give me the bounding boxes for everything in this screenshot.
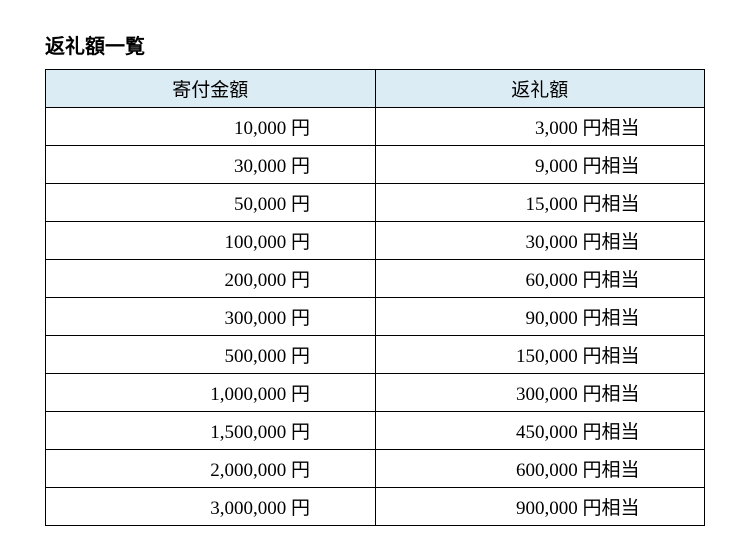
donation-amount-cell: 30,000 円 xyxy=(46,146,376,184)
cell-value: 1,000,000 円 xyxy=(111,379,311,406)
cell-value: 150,000 円相当 xyxy=(440,341,640,368)
gift-amount-cell: 9,000 円相当 xyxy=(375,146,705,184)
gift-amount-cell: 900,000 円相当 xyxy=(375,488,705,526)
table-body: 10,000 円 3,000 円相当 30,000 円 9,000 円相当 50,000… xyxy=(46,108,705,526)
cell-value: 3,000 円相当 xyxy=(440,113,640,140)
gift-amount-table: 寄付金額 返礼額 10,000 円 3,000 円相当 30,000 円 9,000 … xyxy=(45,69,705,526)
table-row: 30,000 円 9,000 円相当 xyxy=(46,146,705,184)
donation-amount-cell: 1,000,000 円 xyxy=(46,374,376,412)
cell-value: 100,000 円 xyxy=(111,227,311,254)
table-row: 1,000,000 円 300,000 円相当 xyxy=(46,374,705,412)
gift-amount-cell: 600,000 円相当 xyxy=(375,450,705,488)
table-row: 500,000 円 150,000 円相当 xyxy=(46,336,705,374)
table-header-row: 寄付金額 返礼額 xyxy=(46,70,705,108)
donation-amount-cell: 3,000,000 円 xyxy=(46,488,376,526)
donation-amount-cell: 300,000 円 xyxy=(46,298,376,336)
gift-amount-cell: 3,000 円相当 xyxy=(375,108,705,146)
cell-value: 50,000 円 xyxy=(111,189,311,216)
donation-amount-cell: 50,000 円 xyxy=(46,184,376,222)
donation-amount-cell: 1,500,000 円 xyxy=(46,412,376,450)
cell-value: 600,000 円相当 xyxy=(440,455,640,482)
cell-value: 300,000 円相当 xyxy=(440,379,640,406)
cell-value: 30,000 円 xyxy=(111,151,311,178)
cell-value: 60,000 円相当 xyxy=(440,265,640,292)
cell-value: 3,000,000 円 xyxy=(111,493,311,520)
cell-value: 90,000 円相当 xyxy=(440,303,640,330)
donation-amount-cell: 100,000 円 xyxy=(46,222,376,260)
cell-value: 300,000 円 xyxy=(111,303,311,330)
table-row: 100,000 円 30,000 円相当 xyxy=(46,222,705,260)
gift-amount-cell: 60,000 円相当 xyxy=(375,260,705,298)
gift-amount-cell: 450,000 円相当 xyxy=(375,412,705,450)
table-row: 300,000 円 90,000 円相当 xyxy=(46,298,705,336)
cell-value: 500,000 円 xyxy=(111,341,311,368)
gift-amount-cell: 30,000 円相当 xyxy=(375,222,705,260)
table-row: 200,000 円 60,000 円相当 xyxy=(46,260,705,298)
table-row: 3,000,000 円 900,000 円相当 xyxy=(46,488,705,526)
cell-value: 1,500,000 円 xyxy=(111,417,311,444)
gift-amount-cell: 90,000 円相当 xyxy=(375,298,705,336)
cell-value: 900,000 円相当 xyxy=(440,493,640,520)
gift-amount-cell: 150,000 円相当 xyxy=(375,336,705,374)
donation-amount-cell: 10,000 円 xyxy=(46,108,376,146)
cell-value: 200,000 円 xyxy=(111,265,311,292)
table-row: 1,500,000 円 450,000 円相当 xyxy=(46,412,705,450)
cell-value: 450,000 円相当 xyxy=(440,417,640,444)
column-header-donation: 寄付金額 xyxy=(46,70,376,108)
table-row: 2,000,000 円 600,000 円相当 xyxy=(46,450,705,488)
gift-amount-cell: 15,000 円相当 xyxy=(375,184,705,222)
table-row: 10,000 円 3,000 円相当 xyxy=(46,108,705,146)
cell-value: 9,000 円相当 xyxy=(440,151,640,178)
cell-value: 10,000 円 xyxy=(111,113,311,140)
column-header-gift: 返礼額 xyxy=(375,70,705,108)
donation-amount-cell: 2,000,000 円 xyxy=(46,450,376,488)
donation-amount-cell: 200,000 円 xyxy=(46,260,376,298)
donation-amount-cell: 500,000 円 xyxy=(46,336,376,374)
page-title: 返礼額一覧 xyxy=(45,30,705,59)
cell-value: 2,000,000 円 xyxy=(111,455,311,482)
table-row: 50,000 円 15,000 円相当 xyxy=(46,184,705,222)
cell-value: 30,000 円相当 xyxy=(440,227,640,254)
cell-value: 15,000 円相当 xyxy=(440,189,640,216)
gift-amount-cell: 300,000 円相当 xyxy=(375,374,705,412)
